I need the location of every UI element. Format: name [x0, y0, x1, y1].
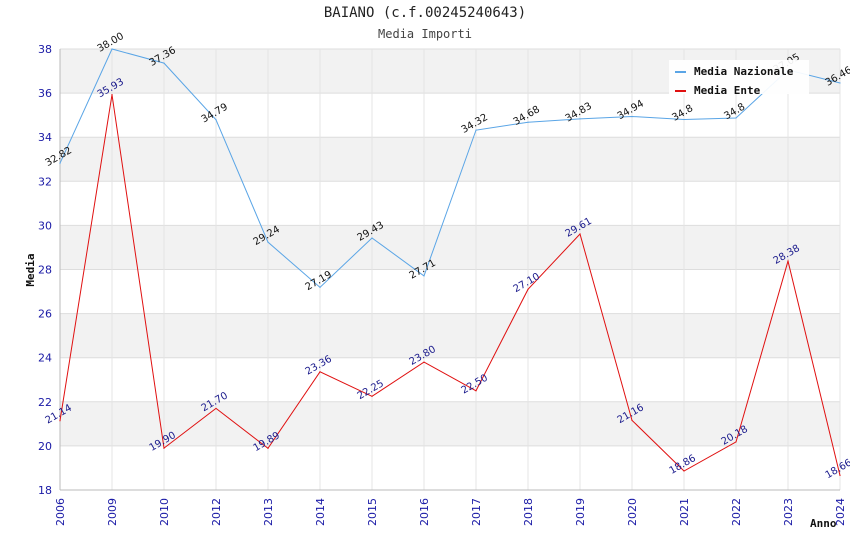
y-axis-label: Media [24, 253, 37, 286]
x-tick-label: 2020 [626, 498, 639, 526]
x-tick-label: 2014 [314, 498, 327, 526]
y-tick-label: 32 [38, 175, 52, 188]
data-point [735, 441, 737, 443]
legend-entry: Media Ente [694, 84, 761, 97]
x-tick-label: 2024 [834, 498, 847, 526]
x-axis-label: Anno [810, 517, 837, 530]
data-point [371, 395, 373, 397]
data-point [163, 447, 165, 449]
x-tick-label: 2010 [158, 498, 171, 526]
x-tick-label: 2019 [574, 498, 587, 526]
data-point [631, 419, 633, 421]
y-tick-label: 34 [38, 131, 52, 144]
data-point [475, 390, 477, 392]
x-tick-label: 2013 [262, 498, 275, 526]
data-point [111, 94, 113, 96]
data-point [319, 371, 321, 373]
y-tick-label: 22 [38, 396, 52, 409]
x-tick-label: 2023 [782, 498, 795, 526]
background-band [60, 137, 840, 182]
data-point [215, 119, 217, 121]
chart-title: BAIANO (c.f.00245240643) [323, 5, 527, 21]
data-point [475, 129, 477, 131]
data-point [579, 118, 581, 120]
background-band [60, 269, 840, 314]
background-band [60, 445, 840, 490]
background-band [60, 357, 840, 402]
x-tick-label: 2018 [522, 498, 535, 526]
y-tick-label: 26 [38, 308, 52, 321]
y-tick-label: 30 [38, 219, 52, 232]
y-tick-label: 18 [38, 484, 52, 497]
data-point [579, 233, 581, 235]
legend: Media Nazionale Media Ente [669, 60, 809, 97]
y-tick-label: 24 [38, 352, 52, 365]
legend-box [669, 60, 809, 94]
series-lines [59, 48, 841, 477]
x-tick-label: 2021 [678, 498, 691, 526]
data-point [683, 470, 685, 472]
x-tick-label: 2016 [418, 498, 431, 526]
y-tick-label: 36 [38, 87, 52, 100]
data-point [163, 62, 165, 64]
data-point [839, 82, 841, 84]
x-tick-label: 2022 [730, 498, 743, 526]
data-point [839, 474, 841, 477]
data-point [267, 241, 269, 243]
x-tick-label: 2009 [106, 498, 119, 526]
x-tick-label: 2006 [54, 498, 67, 526]
y-tick-label: 20 [38, 440, 52, 453]
y-tick-label: 38 [38, 43, 52, 56]
background-band [60, 225, 840, 270]
x-tick-label: 2017 [470, 498, 483, 526]
y-tick-label: 28 [38, 264, 52, 277]
data-point [527, 121, 529, 123]
data-point [59, 420, 61, 422]
data-point [683, 118, 685, 121]
data-point [631, 115, 633, 118]
data-point [111, 48, 113, 50]
data-point [215, 407, 217, 410]
series-line-media-nazionale [59, 48, 841, 289]
background-band [60, 313, 840, 358]
legend-entry: Media Nazionale [694, 65, 794, 78]
data-point [423, 361, 425, 363]
data-point [527, 288, 529, 290]
data-point [371, 237, 373, 239]
x-tick-label: 2015 [366, 498, 379, 526]
data-point [787, 260, 789, 262]
data-point [59, 162, 61, 164]
data-point [735, 117, 737, 119]
data-point [319, 286, 321, 288]
background-band [60, 401, 840, 446]
series-line-media-ente [59, 94, 841, 476]
x-tick-label: 2012 [210, 498, 223, 526]
background-band [60, 93, 840, 138]
data-point [267, 447, 269, 449]
data-point [423, 275, 425, 277]
chart-subtitle: Media Importi [378, 27, 472, 41]
